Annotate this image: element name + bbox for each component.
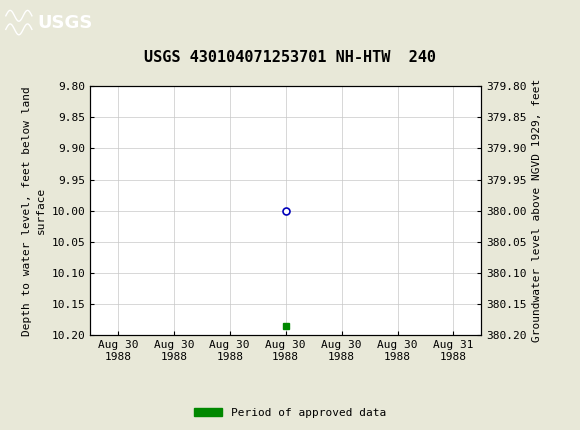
Y-axis label: Groundwater level above NGVD 1929, feet: Groundwater level above NGVD 1929, feet [532,79,542,342]
Text: USGS 430104071253701 NH-HTW  240: USGS 430104071253701 NH-HTW 240 [144,49,436,64]
Y-axis label: Depth to water level, feet below land
surface: Depth to water level, feet below land su… [21,86,46,335]
Text: USGS: USGS [38,14,93,31]
Legend: Period of approved data: Period of approved data [190,403,390,422]
